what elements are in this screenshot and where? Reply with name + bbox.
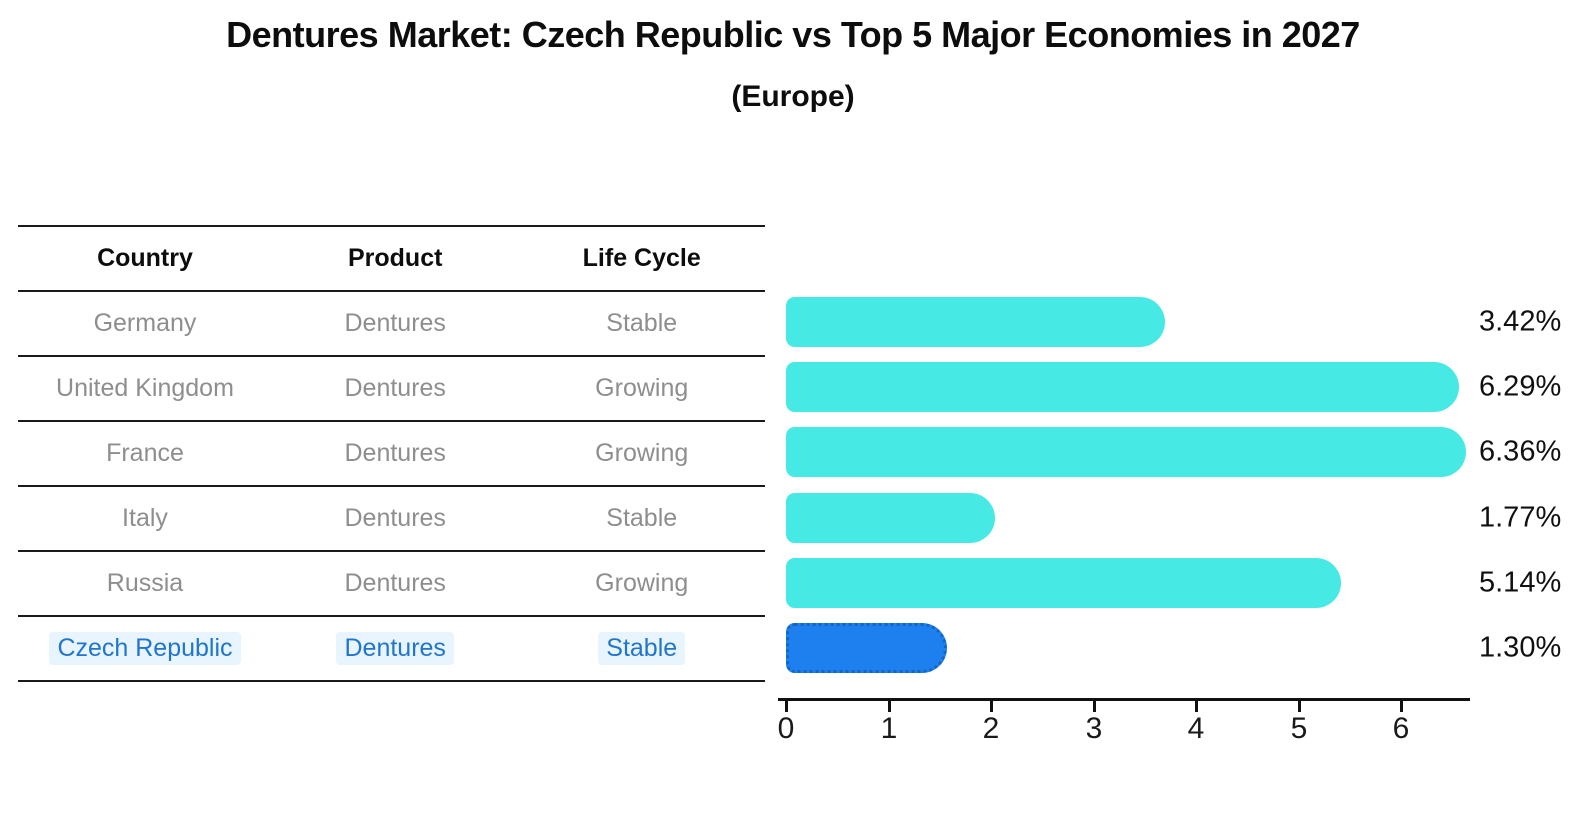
table-row: France Dentures Growing [18,422,765,487]
column-header-life-cycle: Life Cycle [582,244,701,272]
x-axis-tick [785,698,788,712]
table-row: Germany Dentures Stable [18,292,765,357]
bar-russia [786,558,1341,608]
x-tick-label: 4 [1187,712,1205,745]
life-cycle-text: Growing [595,374,689,402]
product-cell: Dentures [272,632,519,665]
bar-italy [786,493,995,543]
country-text: United Kingdom [56,374,234,402]
bar-united-kingdom [786,362,1459,412]
product-cell: Dentures [272,567,519,600]
life-cycle-text: Stable [598,632,686,665]
x-tick-label: 6 [1392,712,1410,745]
product-cell: Dentures [272,502,519,535]
page-subtitle: (Europe) [731,80,855,113]
page-title: Dentures Market: Czech Republic vs Top 5… [226,14,1360,55]
life-cycle-cell: Growing [518,437,765,470]
country-cell: Italy [18,502,272,535]
country-text: France [106,439,184,467]
value-label: 5.14% [1479,566,1562,599]
bar-germany [786,297,1165,347]
table-row: Russia Dentures Growing [18,552,765,617]
country-cell: Czech Republic [18,632,272,665]
x-tick-label: 5 [1290,712,1308,745]
table-row: Italy Dentures Stable [18,487,765,552]
value-label: 6.36% [1479,435,1562,468]
product-text: Dentures [344,439,446,467]
bar-czech-republic [786,623,947,673]
x-tick-label: 2 [982,712,1000,745]
x-tick-label: 0 [777,712,795,745]
value-label: 1.77% [1479,501,1562,534]
country-text: Italy [122,504,168,532]
column-header-product: Product [347,244,443,272]
x-axis-tick [1400,698,1403,712]
country-text: Czech Republic [49,632,241,665]
x-tick-label: 1 [880,712,898,745]
x-axis-line [778,698,1470,701]
product-cell: Dentures [272,307,519,340]
life-cycle-text: Stable [606,504,678,532]
country-cell: Russia [18,567,272,600]
country-cell: France [18,437,272,470]
table-row: United Kingdom Dentures Growing [18,357,765,422]
value-label: 6.29% [1479,370,1562,403]
table-header-row: Country Product Life Cycle [18,227,765,292]
x-axis-tick [1093,698,1096,712]
value-label: 1.30% [1479,631,1562,664]
column-header-country: Country [97,244,193,272]
product-text: Dentures [344,374,446,402]
country-table: Country Product Life Cycle Germany Dentu… [18,225,765,682]
product-cell: Dentures [272,437,519,470]
life-cycle-cell: Stable [518,502,765,535]
life-cycle-cell: Growing [518,372,765,405]
country-text: Russia [106,569,184,597]
life-cycle-cell: Stable [518,632,765,665]
value-label: 3.42% [1479,305,1562,338]
table-row-czech-republic: Czech Republic Dentures Stable [18,617,765,682]
product-cell: Dentures [272,372,519,405]
x-axis-tick [1195,698,1198,712]
x-axis-tick [1298,698,1301,712]
country-cell: United Kingdom [18,372,272,405]
product-text: Dentures [344,309,446,337]
country-cell: Germany [18,307,272,340]
x-tick-label: 3 [1085,712,1103,745]
life-cycle-text: Stable [606,309,678,337]
life-cycle-text: Growing [595,439,689,467]
product-text: Dentures [336,632,454,665]
life-cycle-text: Growing [595,569,689,597]
x-axis-tick [990,698,993,712]
product-text: Dentures [344,504,446,532]
life-cycle-cell: Stable [518,307,765,340]
x-axis-tick [888,698,891,712]
bar-france [786,427,1466,477]
life-cycle-cell: Growing [518,567,765,600]
product-text: Dentures [344,569,446,597]
country-text: Germany [93,309,197,337]
